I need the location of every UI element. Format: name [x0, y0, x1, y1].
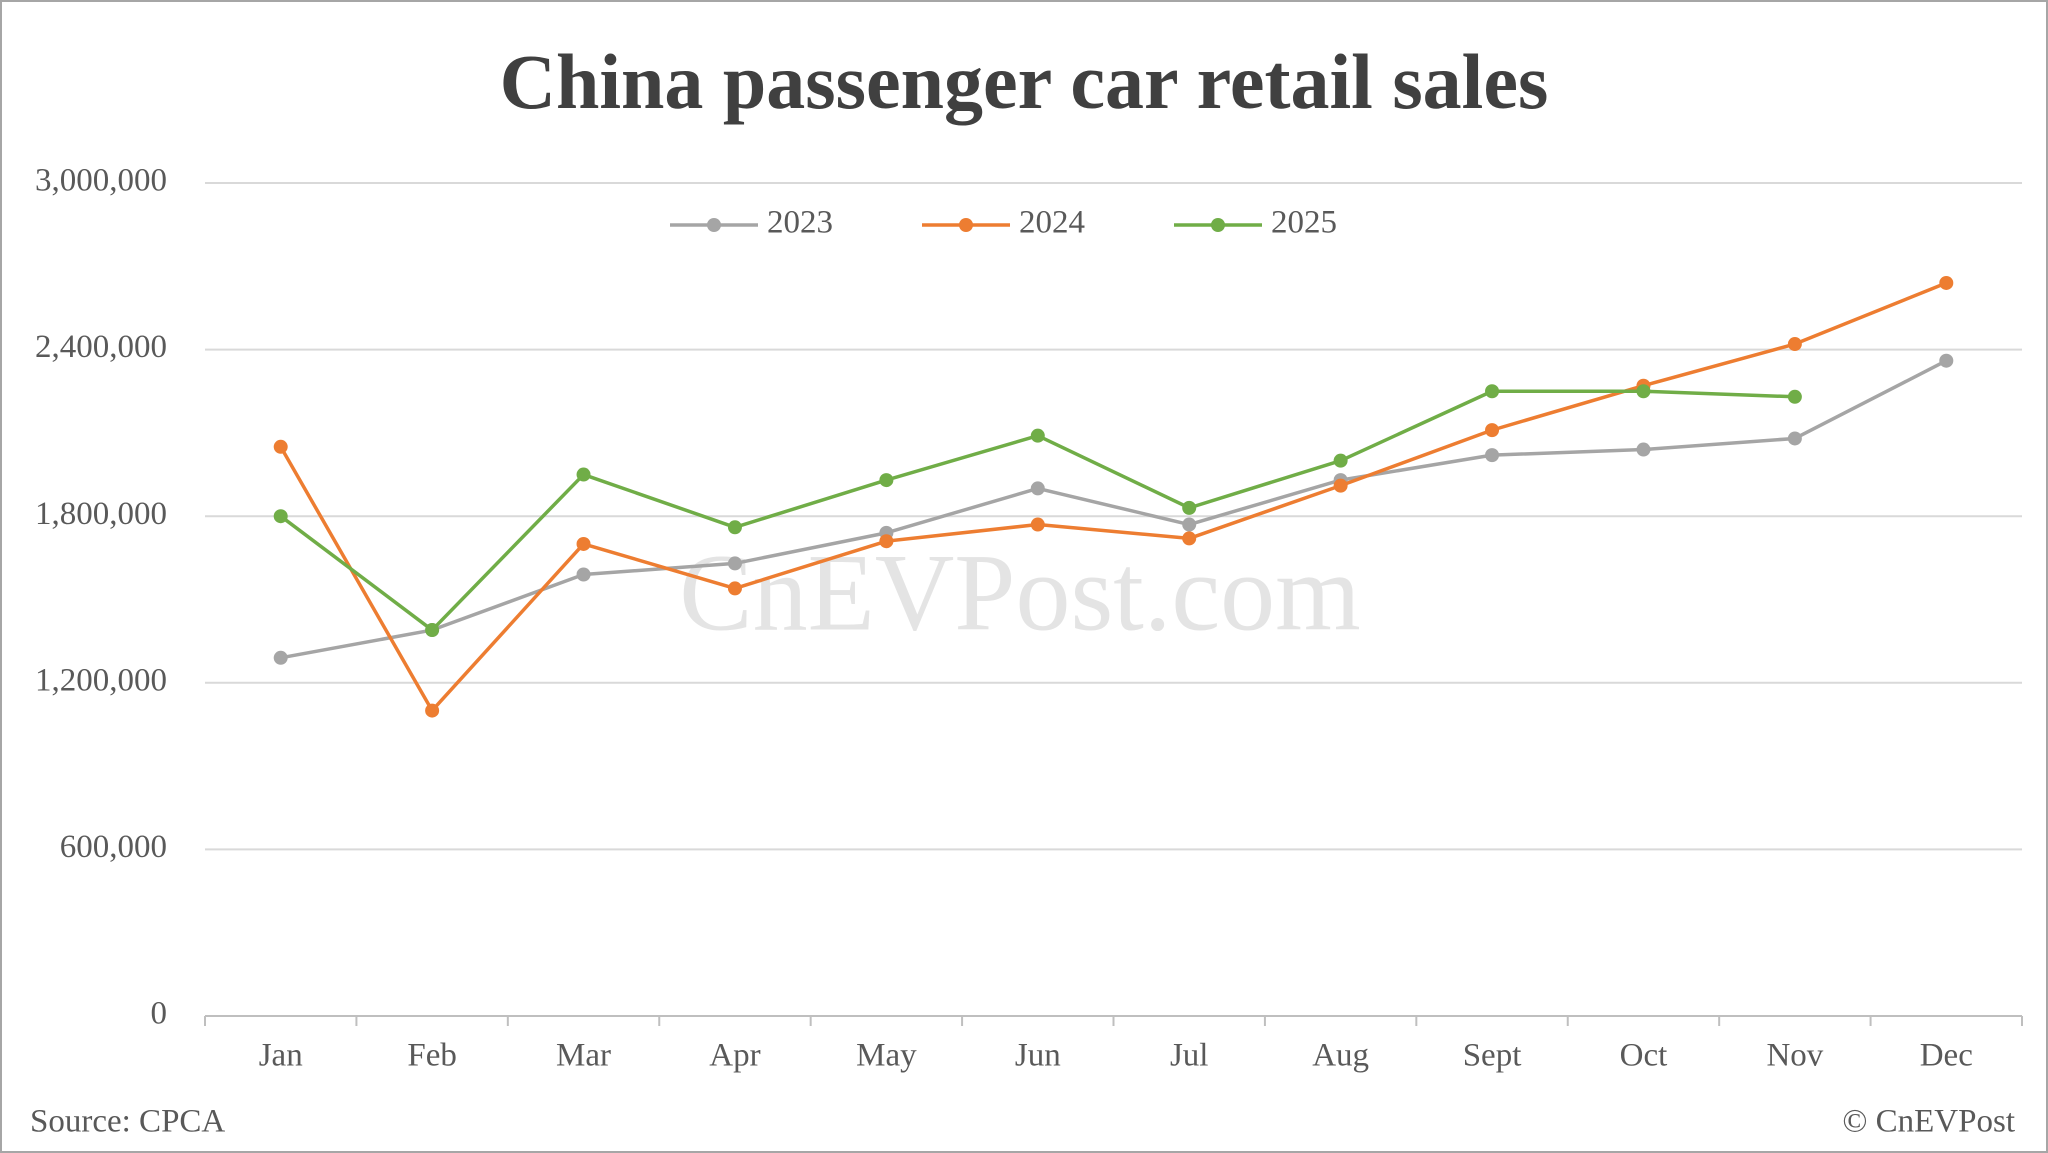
watermark: CnEVPost.com: [679, 531, 1360, 653]
data-point: [1030, 481, 1045, 496]
data-point: [1939, 275, 1954, 290]
data-point: [1182, 517, 1197, 532]
data-point: [1939, 353, 1954, 368]
data-point: [1485, 448, 1500, 463]
y-tick-label: 1,200,000: [35, 662, 167, 698]
legend-label: 2024: [1019, 205, 1085, 241]
data-point: [1485, 423, 1500, 438]
x-tick-label: Feb: [407, 1038, 457, 1074]
data-point: [727, 556, 742, 571]
data-point: [1636, 442, 1651, 457]
data-point: [1636, 384, 1651, 399]
data-point: [1182, 531, 1197, 546]
x-tick-label: Apr: [709, 1038, 760, 1074]
data-point: [576, 467, 591, 482]
data-point: [1485, 384, 1500, 399]
y-tick-label: 3,000,000: [35, 163, 167, 199]
data-point: [1787, 337, 1802, 352]
data-point: [879, 473, 894, 488]
legend-label: 2025: [1271, 205, 1337, 241]
x-tick-label: Jan: [259, 1038, 303, 1074]
x-tick-label: May: [856, 1038, 917, 1074]
data-point: [425, 703, 440, 718]
data-point: [273, 439, 288, 454]
x-tick-label: Dec: [1920, 1038, 1973, 1074]
data-point: [1030, 428, 1045, 443]
data-point: [1333, 453, 1348, 468]
data-point: [1030, 517, 1045, 532]
data-point: [1333, 478, 1348, 493]
data-point: [576, 536, 591, 551]
y-tick-label: 2,400,000: [35, 329, 167, 365]
y-tick-label: 600,000: [60, 829, 167, 865]
source: Source: CPCA: [30, 1104, 225, 1140]
data-point: [273, 509, 288, 524]
series-line: [280, 359, 1948, 660]
x-tick-label: Jul: [1170, 1038, 1209, 1074]
data-point: [576, 567, 591, 582]
x-tick-label: Aug: [1312, 1038, 1369, 1074]
legend-marker: [707, 218, 721, 232]
legend-label: 2023: [767, 205, 833, 241]
y-tick-label: 0: [151, 996, 168, 1032]
data-point: [1787, 431, 1802, 446]
legend-marker: [959, 218, 973, 232]
data-point: [425, 623, 440, 638]
x-tick-label: Oct: [1620, 1038, 1668, 1074]
series-line: [279, 281, 1947, 713]
legend-marker: [1211, 218, 1225, 232]
data-point: [1182, 500, 1197, 515]
y-tick-label: 1,800,000: [35, 496, 167, 532]
chart-title: China passenger car retail sales: [500, 38, 1549, 125]
data-point: [727, 581, 742, 596]
x-tick-label: Nov: [1766, 1038, 1823, 1074]
x-tick-label: Sept: [1463, 1038, 1522, 1074]
data-point: [879, 534, 894, 549]
x-tick-label: Jun: [1015, 1038, 1061, 1074]
x-tick-label: Mar: [556, 1038, 611, 1074]
copyright: © CnEVPost: [1842, 1104, 2015, 1140]
data-point: [727, 520, 742, 535]
data-point: [1787, 389, 1802, 404]
data-point: [273, 650, 288, 665]
